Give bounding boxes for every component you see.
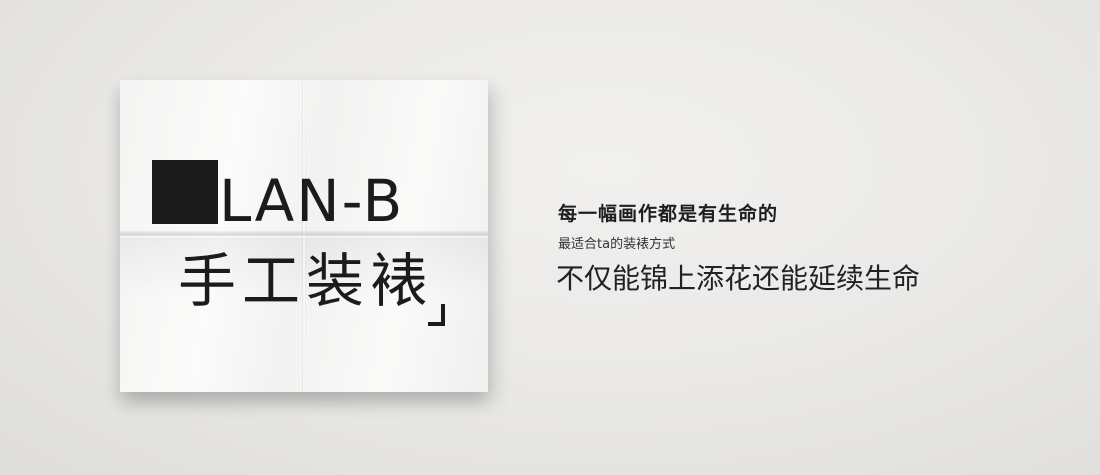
paper-fold-horizontal	[120, 231, 488, 239]
brand-subtitle: 手工装裱	[178, 247, 435, 315]
brand-logo-text: PLAN-B	[182, 167, 405, 235]
corner-bracket-mark	[428, 304, 445, 326]
tagline-small: 最适合ta的装裱方式	[558, 237, 676, 252]
tagline-large: 不仅能锦上添花还能延续生命	[556, 262, 921, 295]
logo-black-block	[152, 160, 218, 224]
tagline-heading: 每一幅画作都是有生命的	[558, 203, 779, 225]
folded-paper	[120, 80, 488, 392]
